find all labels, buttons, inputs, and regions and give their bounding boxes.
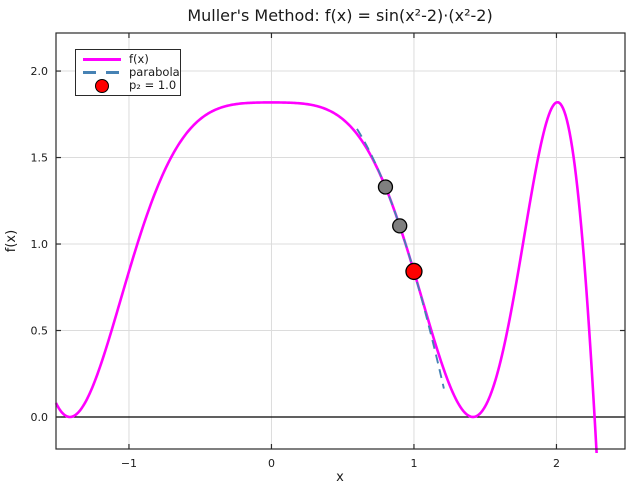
curve-parabola — [356, 128, 445, 389]
tick-labels: −1 0 1 2 0.0 0.5 1.0 1.5 2.0 — [31, 65, 560, 470]
scatter-points — [377, 179, 423, 281]
legend: f(x) parabola p₂ = 1.0 — [75, 49, 181, 96]
y-tick-label: 0.5 — [31, 325, 49, 338]
tick-marks — [56, 33, 625, 449]
legend-entry-parabola: parabola — [83, 66, 180, 79]
legend-label-fx: f(x) — [129, 52, 149, 66]
y-tick-label: 1.0 — [31, 238, 49, 251]
legend-entry-fx: f(x) — [83, 53, 174, 66]
marker-p2 — [405, 262, 423, 281]
x-tick-label: 0 — [268, 457, 275, 470]
marker-iterate — [377, 179, 394, 195]
curve-fx — [54, 100, 598, 453]
x-tick-label: 2 — [553, 457, 560, 470]
x-axis-label: x — [336, 470, 344, 485]
y-tick-label: 2.0 — [31, 65, 49, 78]
axes-frame — [55, 32, 626, 450]
legend-label-p2: p₂ = 1.0 — [129, 78, 177, 92]
x-tick-label: 1 — [410, 457, 417, 470]
plot-frame — [55, 32, 626, 450]
fx-line-swatch — [83, 58, 121, 61]
curves — [54, 100, 598, 453]
y-tick-label: 0.0 — [31, 411, 49, 424]
x-tick-label: −1 — [121, 457, 137, 470]
y-axis-label: f(x) — [4, 230, 19, 252]
legend-entry-p2: p₂ = 1.0 — [83, 78, 177, 93]
y-tick-label: 1.5 — [31, 152, 49, 165]
marker-iterate — [392, 218, 408, 234]
legend-label-parabola: parabola — [129, 65, 180, 79]
plot-title: Muller's Method: f(x) = sin(x²-2)·(x²-2) — [187, 6, 492, 25]
p2-marker-swatch — [83, 78, 121, 93]
parabola-dash-swatch — [83, 71, 121, 74]
